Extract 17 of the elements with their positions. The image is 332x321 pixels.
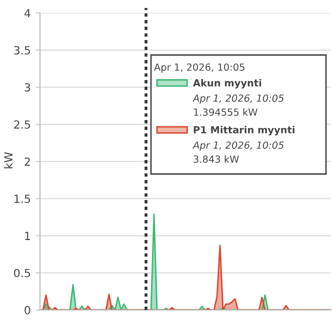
annotation: Apr 1, 2026, 10:05 (192, 94, 284, 104)
annotation: Apr 1, 2026, 10:05 (192, 141, 284, 151)
annotation: 3.843 kW (194, 155, 239, 163)
legend-label: Akun myynti (193, 79, 262, 88)
y-tick-label: 0 (24, 306, 30, 314)
annotation: 1.394555 kW (194, 108, 258, 116)
y-tick-label: 2.5 (14, 120, 30, 129)
legend-label: P1 Mittarin myynti (194, 126, 294, 136)
annotation: Apr 1, 2026, 10:05 (154, 63, 244, 73)
y-tick-label: 4 (24, 9, 30, 18)
y-axis-title: kW (4, 152, 12, 168)
y-tick-label: 1 (25, 232, 30, 240)
y-tick-label: 3 (24, 83, 30, 92)
y-tick-label: 1.5 (14, 194, 30, 204)
y-tick-label: 0.5 (14, 268, 30, 278)
y-tick-label: 2 (24, 157, 30, 166)
y-tick-label: 3.5 (14, 46, 30, 55)
